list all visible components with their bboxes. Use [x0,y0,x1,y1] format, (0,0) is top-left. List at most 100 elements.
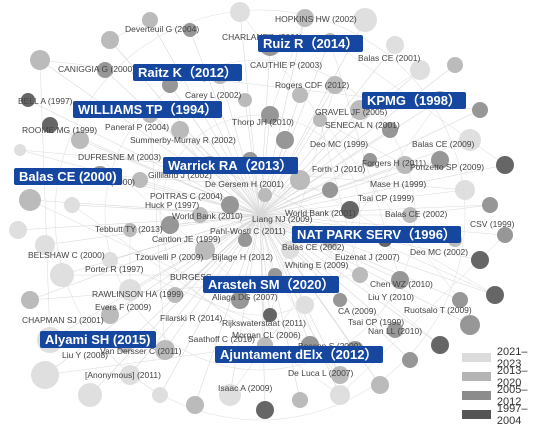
node-label: Filarski R (2014) [160,313,223,323]
publication-node [231,291,249,309]
publication-node [21,291,39,309]
citation-edge [44,214,261,376]
node-label: Deo MC (2002) [410,247,468,257]
publication-node [230,2,250,22]
legend-swatch [462,372,491,381]
node-label: Ponzetto SP (2009) [410,162,484,172]
publication-node [221,196,239,214]
publication-node [30,50,50,70]
publication-node [195,240,215,260]
publication-node [410,60,430,80]
node-label: CHAPMAN SJ (2001) [22,315,104,325]
network-ring [54,9,466,421]
publication-node [363,153,377,167]
publication-node [431,336,449,354]
citation-edge [39,59,51,341]
legend-item-2005-2012: 2005–2012 [462,384,550,408]
node-label: Balas CE (2002) [385,209,448,219]
publication-node [402,207,418,223]
node-label: Bijlage H (2012) [212,252,273,262]
highlight-author-label: Arasteh SM（2020） [203,276,340,293]
publication-node [35,235,55,255]
citation-edge [219,74,261,216]
publication-node [155,340,175,360]
node-label: CA (2009) [338,306,376,316]
node-label: Deo MC (1999) [310,139,368,149]
publication-node [496,156,514,174]
node-label: Huck P (1997) [145,200,199,210]
node-label: [Anonymous] (2011) [85,370,161,380]
publication-node [238,233,252,247]
node-label: Balas CE (2009) [412,139,475,149]
node-label: BELL A (1997) [18,96,73,106]
node-label: POITRAS C (2004) [150,191,223,201]
node-label: Euzenat J (2007) [335,252,400,262]
publication-node [152,387,168,403]
citation-edge [189,29,261,216]
publication-node [353,8,377,32]
publication-node [296,9,314,27]
citation-edge [124,214,261,346]
publication-node [142,12,158,28]
publication-node [292,392,308,408]
legend-item-2013-2020: 2013–2020 [462,365,550,389]
citation-edge [259,214,301,401]
citation-edge [259,109,361,216]
legend-label: 2021–2023 [496,345,528,370]
node-label: Morgan CL (2006) [232,330,301,340]
citation-edge [169,84,381,386]
publication-node [258,188,272,202]
node-label: CAUTHIE P (2003) [250,60,322,70]
publication-node [78,383,102,407]
node-label: Aliaga DG (2007) [212,292,278,302]
publication-node [447,57,463,73]
publication-node [452,292,468,308]
node-label: De Luca L (2007) [288,368,354,378]
publication-node [102,252,118,268]
publication-node [183,23,197,37]
highlight-author-label: NAT PARK SERV（1996） [292,226,461,243]
publication-node [261,106,279,124]
publication-node [497,227,513,243]
legend-swatch [462,410,491,419]
node-label: Carey L (2002) [185,90,242,100]
publication-node [219,384,241,406]
publication-node [42,117,58,133]
node-label: Tzouvelli P (2009) [135,252,204,262]
publication-node [192,207,208,223]
citation-edge [259,214,396,331]
citation-edge [319,119,406,166]
node-label: Rogers CDF (2012) [275,80,349,90]
citation-edge [259,204,491,216]
publication-node [382,122,398,138]
publication-node [281,241,299,259]
node-label: Saathoff C (2010) [188,334,255,344]
citation-edge [239,11,461,301]
node-label: Chen WZ (2010) [370,279,433,289]
node-label: Cantlon JE (1999) [152,234,221,244]
citation-edge [109,214,261,261]
node-label: World Bank (2010) [172,211,243,221]
node-label: Liu Y (2008) [62,350,108,360]
node-label: HOPKINS HW (2002) [275,14,357,24]
publication-node [313,113,327,127]
node-label: DUFRESNE M (2003) [78,152,161,162]
node-label: Rijkswaterstaat (2011) [222,318,306,328]
publication-node [326,76,344,94]
citation-edge [17,214,261,231]
publication-node [119,279,141,301]
citation-edge [39,59,261,216]
legend-swatch [462,391,491,400]
node-label: Liu Y (2010) [368,292,414,302]
citation-edge [104,69,261,216]
highlight-author-label: Warrick RA（2013） [163,157,298,174]
node-label: GRAVEL JF (2005) [315,107,387,117]
publication-node [341,201,359,219]
citation-edge [269,17,306,116]
publication-node [431,151,449,169]
node-label: CSV (1999) [470,219,515,229]
citation-edge [129,214,261,231]
publication-node [387,322,403,338]
citation-edge [239,11,261,216]
publication-node [472,102,488,118]
